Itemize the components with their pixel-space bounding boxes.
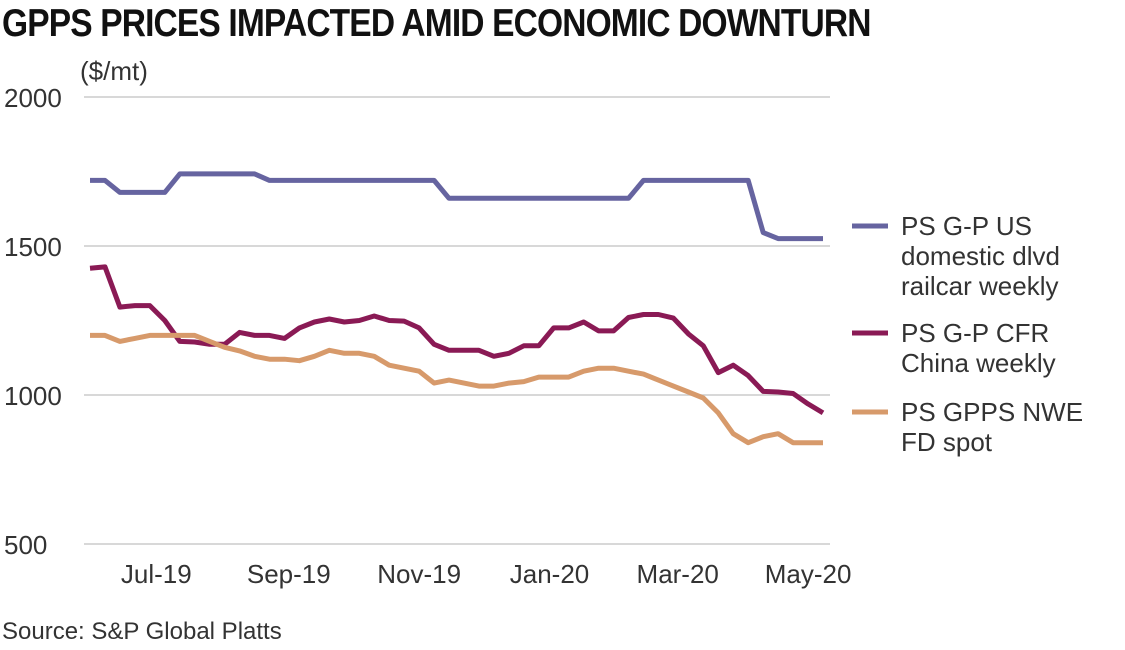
x-tick-label: Jan-20: [510, 559, 590, 589]
legend-label: PS G-P CFR China weekly: [901, 318, 1056, 378]
legend-label: PS G-P US domestic dlvd railcar weekly: [901, 211, 1060, 301]
chart-title: GPPS PRICES IMPACTED AMID ECONOMIC DOWNT…: [2, 2, 871, 45]
x-tick-label: Nov-19: [377, 559, 461, 589]
y-tick-label: 2000: [4, 83, 62, 113]
series-line-3: [90, 332, 823, 446]
y-axis-unit: ($/mt): [80, 56, 148, 86]
y-tick-label: 1000: [4, 381, 62, 411]
series-line-1: [90, 171, 823, 242]
legend-label: PS GPPS NWE FD spot: [901, 397, 1083, 457]
y-tick-label: 500: [4, 530, 47, 560]
x-tick-label: Sep-19: [247, 559, 331, 589]
x-tick-label: May-20: [765, 559, 852, 589]
x-tick-label: Jul-19: [121, 559, 192, 589]
source-note: Source: S&P Global Platts: [2, 618, 282, 645]
y-tick-label: 1500: [4, 232, 62, 262]
x-tick-label: Mar-20: [637, 559, 719, 589]
